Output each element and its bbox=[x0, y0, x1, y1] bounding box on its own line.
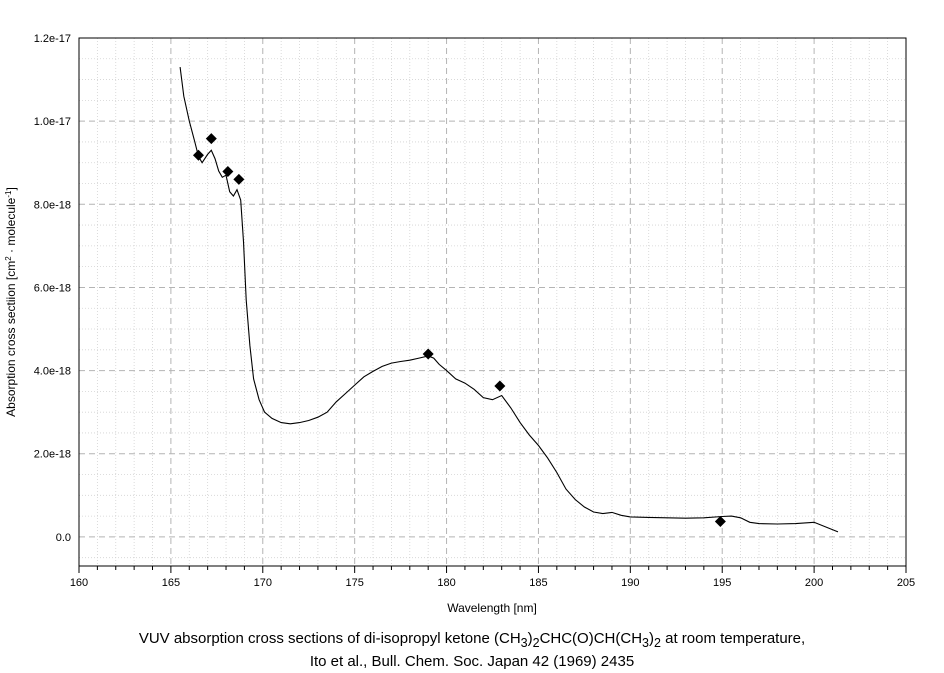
x-tick-label: 160 bbox=[70, 577, 88, 589]
caption-text: ) bbox=[649, 630, 654, 647]
y-axis-title-sup2: -1 bbox=[4, 190, 13, 198]
x-tick-label: 165 bbox=[162, 577, 180, 589]
caption-line-1: VUV absorption cross sections of di-isop… bbox=[0, 630, 944, 650]
y-axis-title-end: ] bbox=[4, 187, 18, 190]
x-tick-label: 195 bbox=[713, 577, 731, 589]
data-point-marker bbox=[233, 173, 245, 185]
x-tick-labels: 160 165 170 175 180 185 190 195 200 205 bbox=[70, 577, 915, 589]
data-point-marker bbox=[494, 380, 506, 392]
data-point-marker bbox=[714, 516, 726, 528]
y-tick-labels: 0.0 2.0e-18 4.0e-18 6.0e-18 8.0e-18 1.0e-17 1.… bbox=[34, 33, 71, 544]
series-line bbox=[179, 67, 839, 533]
caption-subscript: 3 bbox=[642, 636, 649, 650]
y-axis-title-main: Absorption cross sectiion [cm bbox=[4, 261, 18, 417]
chart: 160 165 170 175 180 185 190 195 200 205 0.0 2.0e-1… bbox=[0, 0, 944, 625]
minor-grid bbox=[79, 38, 906, 566]
y-axis-title-sup1: 2 bbox=[4, 256, 13, 261]
data-point-marker bbox=[192, 149, 204, 161]
y-tick-label: 1.0e-17 bbox=[34, 116, 71, 128]
caption-subscript: 3 bbox=[520, 636, 528, 650]
y-tick-label: 6.0e-18 bbox=[34, 282, 71, 294]
caption-text: CHC(O)CH(CH bbox=[539, 630, 643, 647]
caption-line-2: Ito et al., Bull. Chem. Soc. Japan 42 (1… bbox=[309, 653, 635, 670]
x-tick-label: 190 bbox=[621, 577, 639, 589]
x-tick-label: 175 bbox=[345, 577, 363, 589]
x-tick-label: 205 bbox=[897, 577, 915, 589]
y-tick-label: 1.2e-17 bbox=[34, 33, 71, 45]
data-point-marker bbox=[205, 133, 217, 145]
y-axis-title: Absorption cross sectiion [cm2 · molecul… bbox=[4, 187, 19, 417]
y-tick-label: 0.0 bbox=[56, 532, 71, 544]
data-point-marker bbox=[422, 348, 434, 360]
axis-ticks bbox=[78, 566, 907, 573]
plot-background bbox=[0, 0, 944, 625]
data-point-marker bbox=[222, 165, 234, 177]
x-tick-label: 200 bbox=[805, 577, 823, 589]
caption-subscript: 2 bbox=[654, 636, 661, 650]
caption-text: VUV absorption cross sections of di-isop… bbox=[138, 630, 521, 647]
x-tick-label: 180 bbox=[437, 577, 455, 589]
x-tick-label: 185 bbox=[529, 577, 547, 589]
y-tick-label: 8.0e-18 bbox=[34, 199, 71, 211]
y-axis-title-mid: · molecule bbox=[4, 197, 18, 256]
y-tick-label: 2.0e-18 bbox=[34, 449, 71, 461]
x-tick-label: 170 bbox=[254, 577, 272, 589]
major-grid bbox=[79, 38, 906, 566]
x-axis-title: Wavelength [nm] bbox=[447, 601, 537, 615]
caption-text: at room temperature, bbox=[660, 630, 806, 647]
caption-text: ) bbox=[527, 630, 533, 647]
caption-subscript: 2 bbox=[532, 636, 540, 650]
series-markers bbox=[192, 133, 726, 528]
plot-frame bbox=[78, 37, 907, 567]
y-tick-label: 4.0e-18 bbox=[34, 366, 71, 378]
